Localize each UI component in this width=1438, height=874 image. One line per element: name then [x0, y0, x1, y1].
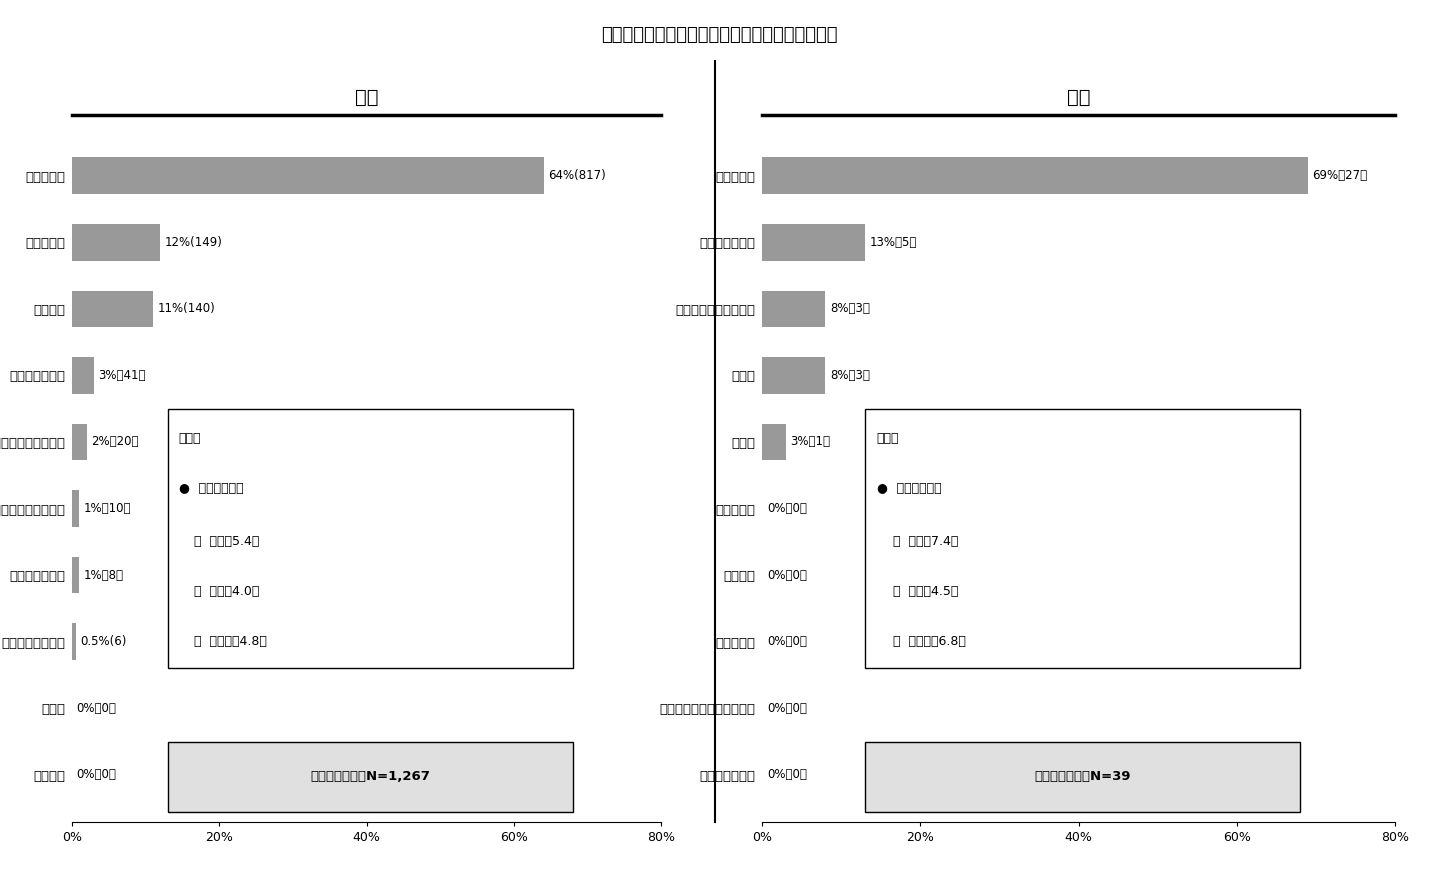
- FancyBboxPatch shape: [168, 742, 572, 812]
- Text: 0%（0）: 0%（0）: [76, 768, 116, 781]
- Text: 2%（20）: 2%（20）: [91, 435, 138, 448]
- Bar: [72, 290, 152, 327]
- Text: 0%（0）: 0%（0）: [766, 635, 807, 649]
- Title: 老健: 老健: [355, 88, 378, 107]
- Bar: [72, 357, 93, 393]
- Text: 8%（3）: 8%（3）: [830, 302, 870, 316]
- Text: ・  平均　5.4日: ・ 平均 5.4日: [194, 535, 259, 548]
- Text: 0%（0）: 0%（0）: [766, 569, 807, 582]
- Text: 13%（5）: 13%（5）: [870, 236, 917, 249]
- Text: 0%（0）: 0%（0）: [766, 502, 807, 515]
- Text: 短期入所療養介護・短期入所生活介護の利用目的: 短期入所療養介護・短期入所生活介護の利用目的: [601, 26, 837, 45]
- Text: 69%（27）: 69%（27）: [1313, 170, 1368, 182]
- Text: 0.5%(6): 0.5%(6): [81, 635, 127, 649]
- Text: ●  通常ショート: ● 通常ショート: [877, 482, 942, 495]
- Text: 11%(140): 11%(140): [157, 302, 216, 316]
- Bar: [762, 424, 785, 461]
- Bar: [762, 290, 825, 327]
- Text: ・  標準偏差4.8日: ・ 標準偏差4.8日: [194, 635, 266, 649]
- Bar: [72, 623, 76, 660]
- Bar: [762, 157, 1307, 194]
- Bar: [72, 490, 79, 527]
- Text: 8%（3）: 8%（3）: [830, 369, 870, 382]
- Text: 3%（41）: 3%（41）: [98, 369, 145, 382]
- Text: ・  中央値4.0日: ・ 中央値4.0日: [194, 586, 259, 598]
- Text: 12%(149): 12%(149): [165, 236, 223, 249]
- FancyBboxPatch shape: [864, 409, 1300, 669]
- FancyBboxPatch shape: [168, 409, 572, 669]
- Text: 64%(817): 64%(817): [548, 170, 605, 182]
- Bar: [762, 224, 864, 260]
- FancyBboxPatch shape: [864, 742, 1300, 812]
- Bar: [762, 357, 825, 393]
- Text: 0%（0）: 0%（0）: [766, 702, 807, 715]
- Text: 0%（0）: 0%（0）: [766, 768, 807, 781]
- Bar: [72, 424, 86, 461]
- Title: 特養: 特養: [1067, 88, 1090, 107]
- Text: ・  平均　7.4日: ・ 平均 7.4日: [893, 535, 958, 548]
- Text: ・  中央値4.5日: ・ 中央値4.5日: [893, 586, 958, 598]
- Text: 日数：: 日数：: [877, 432, 899, 445]
- Text: 0%（0）: 0%（0）: [76, 702, 116, 715]
- Bar: [72, 557, 79, 593]
- Text: 通常ショート：N=39: 通常ショート：N=39: [1034, 770, 1130, 783]
- Text: ・  標準偏差6.8日: ・ 標準偏差6.8日: [893, 635, 965, 649]
- Text: 1%（10）: 1%（10）: [83, 502, 131, 515]
- Text: ●  通常ショート: ● 通常ショート: [178, 482, 243, 495]
- Bar: [72, 157, 544, 194]
- Text: 通常ショート：N=1,267: 通常ショート：N=1,267: [311, 770, 430, 783]
- Text: 日数：: 日数：: [178, 432, 201, 445]
- Text: 1%（8）: 1%（8）: [83, 569, 124, 582]
- Text: 3%（1）: 3%（1）: [791, 435, 831, 448]
- Bar: [72, 224, 160, 260]
